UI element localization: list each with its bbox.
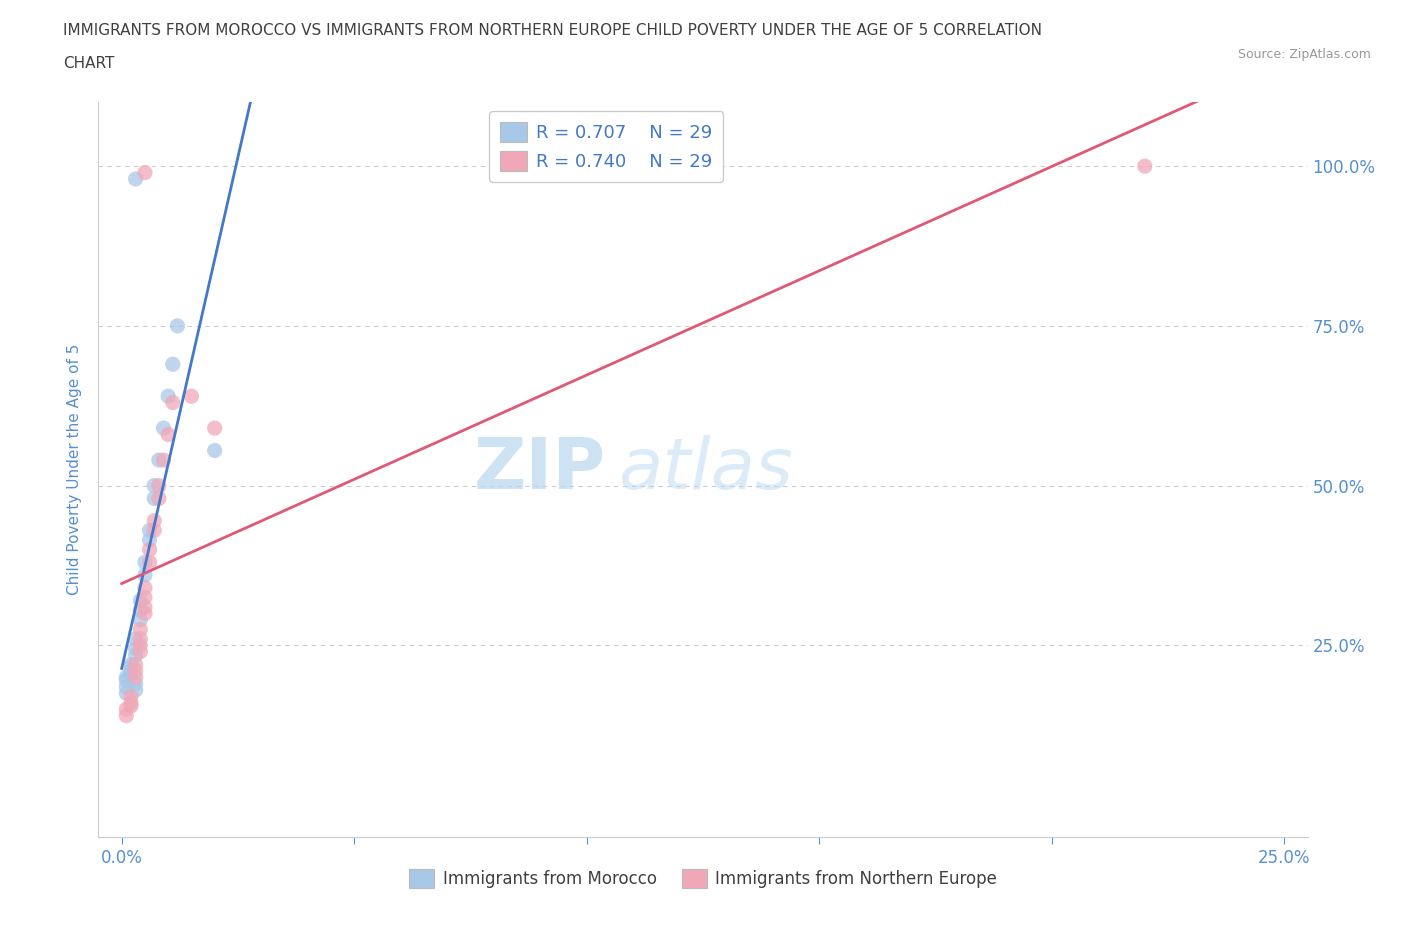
Point: [204, 420, 226, 435]
Point: [120, 663, 142, 678]
Point: [120, 658, 142, 672]
Point: [120, 696, 142, 711]
Point: [120, 660, 142, 675]
Point: [134, 166, 156, 180]
Point: [138, 533, 160, 548]
Point: [115, 673, 138, 688]
Text: atlas: atlas: [619, 435, 793, 504]
Point: [162, 395, 184, 410]
Point: [148, 478, 170, 493]
Point: [143, 523, 166, 538]
Text: ZIP: ZIP: [474, 435, 606, 504]
Point: [148, 491, 170, 506]
Point: [134, 555, 156, 570]
Text: CHART: CHART: [63, 56, 115, 71]
Point: [124, 631, 146, 646]
Point: [115, 685, 138, 700]
Point: [143, 478, 166, 493]
Legend: Immigrants from Morocco, Immigrants from Northern Europe: Immigrants from Morocco, Immigrants from…: [402, 863, 1004, 895]
Point: [120, 689, 142, 704]
Point: [129, 593, 152, 608]
Point: [124, 663, 146, 678]
Point: [124, 676, 146, 691]
Point: [129, 631, 152, 646]
Point: [129, 622, 152, 637]
Point: [134, 567, 156, 582]
Point: [143, 513, 166, 528]
Point: [115, 702, 138, 717]
Point: [152, 420, 174, 435]
Point: [124, 641, 146, 656]
Point: [148, 453, 170, 468]
Point: [129, 644, 152, 659]
Point: [124, 683, 146, 698]
Point: [129, 612, 152, 627]
Point: [124, 647, 146, 662]
Point: [180, 389, 202, 404]
Point: [138, 555, 160, 570]
Point: [162, 357, 184, 372]
Point: [138, 523, 160, 538]
Point: [134, 600, 156, 615]
Point: [129, 603, 152, 618]
Point: [157, 427, 180, 442]
Point: [204, 443, 226, 458]
Point: [115, 670, 138, 684]
Point: [120, 698, 142, 713]
Point: [124, 670, 146, 684]
Point: [166, 318, 188, 333]
Point: [138, 542, 160, 557]
Text: IMMIGRANTS FROM MOROCCO VS IMMIGRANTS FROM NORTHERN EUROPE CHILD POVERTY UNDER T: IMMIGRANTS FROM MOROCCO VS IMMIGRANTS FR…: [63, 23, 1042, 38]
Text: Source: ZipAtlas.com: Source: ZipAtlas.com: [1237, 48, 1371, 61]
Point: [134, 590, 156, 604]
Point: [152, 453, 174, 468]
Y-axis label: Child Poverty Under the Age of 5: Child Poverty Under the Age of 5: [67, 344, 83, 595]
Point: [120, 667, 142, 682]
Point: [134, 580, 156, 595]
Point: [134, 606, 156, 621]
Point: [143, 491, 166, 506]
Point: [115, 708, 138, 723]
Point: [124, 658, 146, 672]
Point: [157, 389, 180, 404]
Point: [124, 171, 146, 186]
Point: [115, 680, 138, 695]
Point: [1133, 159, 1156, 174]
Point: [129, 638, 152, 653]
